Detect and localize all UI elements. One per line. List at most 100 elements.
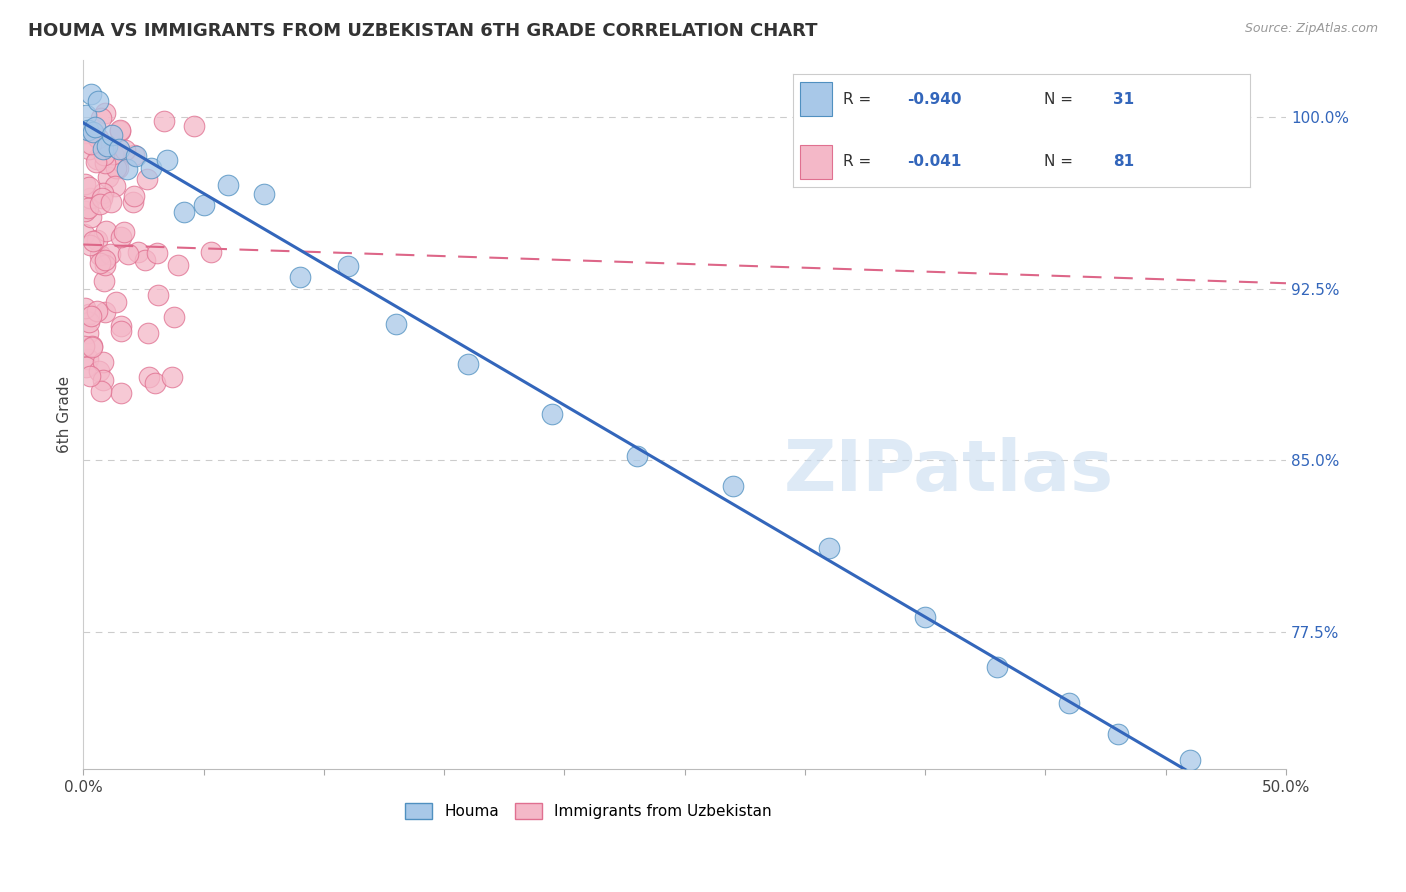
Point: [91, 186, 114, 200]
Point: [93, 155, 115, 169]
Y-axis label: 6th Grade: 6th Grade: [58, 376, 72, 453]
Point: [80, 211, 103, 225]
Point: [112, 225, 135, 239]
Point: [73, 127, 96, 141]
Point: [73, 301, 96, 315]
Point: [108, 123, 131, 137]
Point: [77, 142, 100, 156]
Point: [121, 195, 143, 210]
Point: [84, 120, 107, 134]
Point: [90, 111, 112, 125]
Point: [97, 169, 120, 184]
Point: [80, 125, 103, 139]
Point: [193, 198, 215, 212]
Point: [91, 143, 114, 157]
Point: [104, 178, 127, 193]
Point: [77, 123, 100, 137]
Point: [77, 351, 100, 366]
Point: [77, 179, 100, 194]
Point: [721, 479, 744, 493]
Point: [385, 317, 408, 331]
Point: [1107, 727, 1129, 741]
Point: [122, 148, 145, 162]
Point: [115, 161, 138, 176]
Point: [87, 364, 110, 378]
Point: [183, 119, 205, 133]
Point: [110, 385, 132, 400]
Point: [77, 201, 100, 215]
Point: [86, 152, 108, 166]
Point: [1178, 753, 1201, 767]
Point: [163, 310, 186, 324]
Point: [200, 245, 222, 260]
Point: [288, 269, 311, 284]
Point: [914, 610, 936, 624]
Point: [80, 340, 103, 354]
Point: [77, 315, 100, 329]
Point: [86, 304, 108, 318]
Point: [136, 326, 159, 340]
Point: [108, 142, 131, 156]
Point: [73, 227, 96, 241]
Point: [110, 324, 132, 338]
Point: [76, 326, 98, 340]
Point: [114, 144, 136, 158]
Point: [73, 177, 96, 191]
Point: [138, 369, 160, 384]
Point: [336, 259, 359, 273]
Point: [125, 149, 148, 163]
Point: [136, 171, 159, 186]
Point: [80, 309, 103, 323]
Point: [79, 87, 101, 101]
Point: [217, 178, 239, 193]
Point: [122, 189, 145, 203]
Point: [75, 108, 97, 122]
Point: [73, 204, 96, 219]
Point: [457, 357, 479, 371]
Point: [91, 373, 114, 387]
Point: [93, 274, 115, 288]
Point: [148, 288, 170, 302]
Point: [86, 234, 108, 248]
Point: [87, 130, 110, 145]
Point: [90, 384, 112, 398]
Point: [253, 186, 276, 201]
Point: [139, 161, 162, 175]
Point: [107, 161, 129, 175]
Point: [986, 660, 1008, 674]
Point: [93, 253, 115, 268]
Point: [1059, 696, 1081, 710]
Point: [93, 148, 115, 162]
Point: [79, 238, 101, 252]
Point: [79, 369, 101, 384]
Point: [153, 114, 176, 128]
Point: [127, 245, 149, 260]
Point: [90, 191, 112, 205]
Text: ZIPatlas: ZIPatlas: [785, 437, 1115, 506]
Point: [818, 541, 841, 556]
Point: [156, 153, 179, 167]
Point: [86, 154, 108, 169]
Point: [82, 125, 104, 139]
Point: [91, 355, 114, 369]
Point: [104, 295, 127, 310]
Point: [110, 230, 132, 244]
Point: [98, 247, 121, 261]
Point: [117, 247, 139, 261]
Point: [82, 234, 104, 248]
Point: [101, 128, 124, 142]
Point: [105, 161, 128, 175]
Point: [541, 407, 564, 421]
Point: [89, 248, 111, 262]
Point: [110, 124, 132, 138]
Point: [87, 94, 110, 108]
Point: [146, 246, 169, 260]
Legend: Houma, Immigrants from Uzbekistan: Houma, Immigrants from Uzbekistan: [399, 797, 778, 825]
Point: [79, 191, 101, 205]
Point: [80, 136, 103, 151]
Point: [166, 258, 188, 272]
Point: [75, 360, 97, 375]
Point: [89, 256, 111, 270]
Point: [82, 339, 104, 353]
Text: HOUMA VS IMMIGRANTS FROM UZBEKISTAN 6TH GRADE CORRELATION CHART: HOUMA VS IMMIGRANTS FROM UZBEKISTAN 6TH …: [28, 22, 818, 40]
